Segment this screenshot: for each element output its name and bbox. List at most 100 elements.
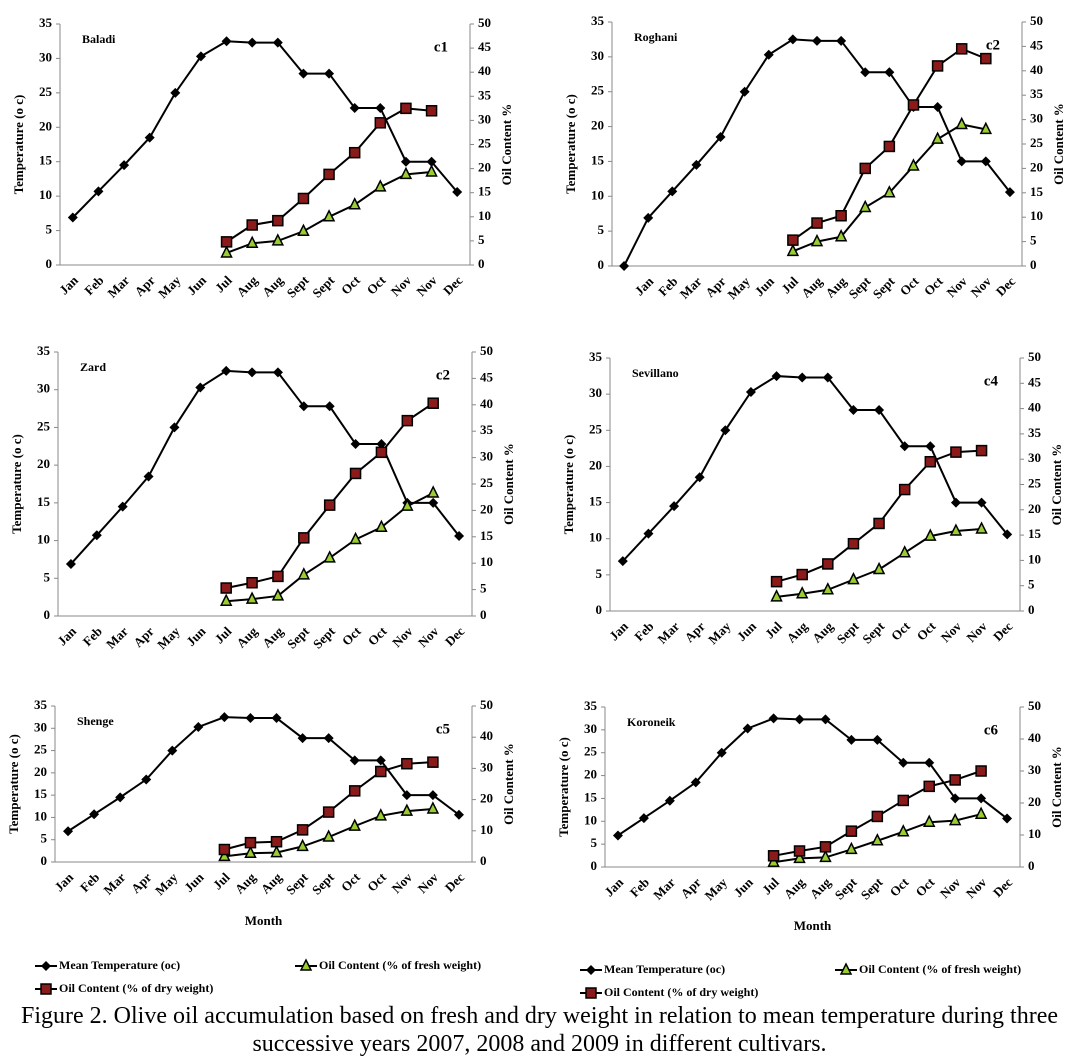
- x-tick-label: Aug: [233, 623, 260, 650]
- x-tick-label: Aug: [232, 869, 259, 896]
- chart-title: Sevillano: [632, 366, 679, 380]
- marker: [453, 809, 464, 820]
- y2-tick-label: 0: [1030, 257, 1037, 272]
- x-tick-label: Feb: [81, 273, 106, 298]
- x-tick-label: Feb: [655, 274, 680, 299]
- x-tick-label: Oct: [364, 869, 389, 894]
- marker: [694, 472, 705, 483]
- series-line: [617, 717, 1008, 837]
- series-line: [72, 40, 458, 219]
- marker: [797, 372, 808, 383]
- marker: [897, 824, 910, 837]
- marker: [898, 545, 911, 558]
- x-tick-label: Sept: [310, 623, 338, 651]
- marker: [400, 156, 411, 167]
- x-tick-label: Oct: [914, 618, 939, 643]
- x-tick-label: Aug: [783, 618, 810, 645]
- panel-label: c6: [984, 722, 999, 738]
- y-tick-label: 20: [589, 457, 602, 472]
- x-tick-label: Oct: [365, 623, 390, 648]
- x-tick-label: Jan: [54, 623, 79, 648]
- marker: [716, 747, 727, 758]
- x-tick-label: Dec: [993, 273, 1019, 299]
- y-tick-label: 20: [591, 118, 604, 133]
- marker: [323, 168, 335, 181]
- marker: [375, 755, 386, 766]
- x-axis-title: Month: [245, 913, 283, 928]
- marker: [821, 582, 835, 595]
- series-line: [623, 38, 1011, 267]
- x-tick-label: Mar: [103, 623, 131, 651]
- marker: [691, 159, 702, 170]
- y2-tick-label: 20: [480, 791, 493, 806]
- x-tick-label: Oct: [338, 272, 363, 297]
- y2-tick-label: 45: [478, 39, 492, 54]
- marker: [376, 439, 387, 450]
- y2-tick-label: 50: [480, 343, 493, 358]
- y2-tick-label: 0: [1028, 602, 1035, 617]
- y-tick-label: 35: [584, 698, 598, 713]
- marker: [169, 422, 180, 433]
- y2-tick-label: 10: [478, 208, 491, 223]
- marker: [350, 439, 361, 450]
- marker: [401, 757, 413, 770]
- marker: [948, 812, 962, 826]
- marker: [1004, 187, 1015, 198]
- y2-tick-label: 0: [480, 853, 487, 868]
- y-tick-label: 35: [34, 697, 48, 712]
- x-tick-label: Jul: [210, 869, 233, 892]
- x-tick-label: Aug: [809, 618, 836, 645]
- marker: [812, 35, 822, 46]
- x-tick-label: Jul: [212, 623, 235, 646]
- x-tick-label: Apr: [130, 623, 157, 650]
- y-tick-label: 25: [34, 742, 48, 757]
- marker: [871, 833, 884, 846]
- marker: [247, 37, 258, 48]
- y2-tick-label: 35: [480, 422, 494, 437]
- marker: [819, 841, 832, 853]
- x-tick-label: Dec: [442, 869, 468, 895]
- x-tick-label: Jul: [212, 272, 235, 295]
- y-tick-label: 30: [39, 49, 52, 64]
- marker: [897, 794, 910, 807]
- marker: [664, 795, 675, 806]
- x-tick-label: Jun: [183, 623, 209, 649]
- marker: [272, 570, 284, 583]
- marker: [245, 713, 256, 724]
- x-tick-label: Apr: [681, 618, 708, 645]
- y-tick-label: 30: [591, 48, 604, 63]
- marker: [839, 962, 853, 975]
- y-axis-title: Temperature (o c): [556, 737, 571, 837]
- y2-tick-label: 0: [478, 256, 485, 271]
- marker: [271, 233, 285, 246]
- marker: [63, 826, 74, 837]
- y2-tick-label: 40: [1028, 400, 1041, 415]
- marker: [144, 132, 155, 143]
- marker: [822, 558, 834, 570]
- legend-label: Mean Temperature (oc): [59, 958, 180, 972]
- marker: [348, 197, 361, 210]
- marker: [297, 567, 311, 580]
- marker: [979, 121, 993, 135]
- y2-tick-label: 5: [480, 581, 487, 596]
- marker: [65, 558, 76, 569]
- y2-tick-label: 10: [480, 554, 493, 569]
- marker: [220, 236, 233, 248]
- marker: [427, 756, 439, 768]
- y-tick-label: 30: [37, 381, 50, 396]
- x-tick-label: Apr: [702, 273, 729, 300]
- marker: [638, 813, 649, 824]
- y2-tick-label: 25: [1028, 475, 1042, 490]
- y2-tick-label: 45: [480, 369, 494, 384]
- marker: [931, 131, 944, 144]
- marker: [975, 521, 988, 534]
- y-tick-label: 20: [39, 118, 52, 133]
- marker: [786, 243, 800, 257]
- chart-title: Koroneik: [627, 715, 676, 729]
- y2-tick-label: 0: [1028, 858, 1035, 873]
- marker: [349, 467, 362, 480]
- x-tick-label: Jan: [601, 874, 626, 899]
- y2-tick-label: 30: [480, 759, 493, 774]
- x-tick-label: Dec: [442, 623, 468, 649]
- marker: [949, 523, 963, 536]
